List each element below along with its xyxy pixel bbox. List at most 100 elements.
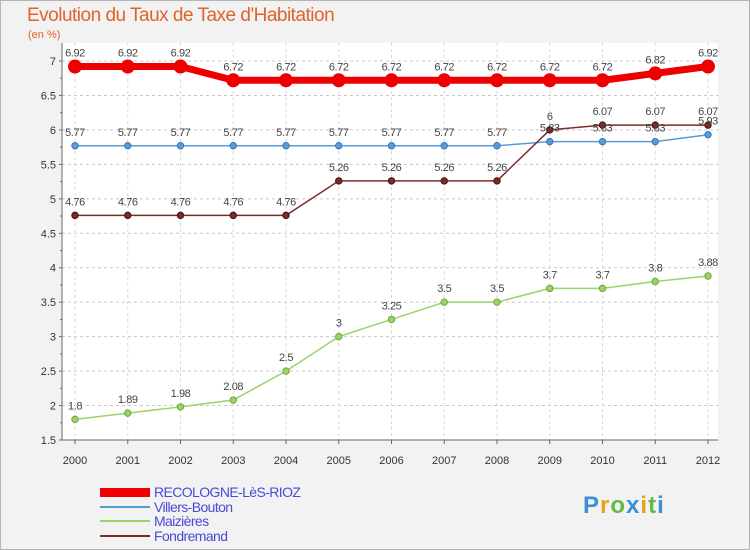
data-point [282,142,290,150]
data-point [493,298,501,306]
y-tick-label: 5.5 [41,159,56,171]
data-label: 1.98 [171,388,191,400]
data-point [542,73,557,88]
data-point [71,415,79,424]
data-point [176,403,185,411]
data-point [229,142,237,150]
x-tick-label: 2005 [327,455,351,467]
data-point [176,142,185,150]
data-point [598,284,607,293]
proxiti-logo: Proxiti [583,492,665,519]
data-label: 6.92 [171,48,191,60]
x-tick-label: 2008 [485,455,509,467]
data-label: 6.72 [382,61,402,73]
data-label: 6.07 [645,106,665,118]
data-label: 6.07 [593,106,613,118]
data-label: 6.72 [540,61,560,73]
data-point [331,73,346,88]
data-label: 1.8 [68,400,82,412]
data-label: 5.77 [65,127,85,139]
y-tick-label: 2 [50,401,56,413]
data-label: 5.26 [487,162,507,174]
data-point [176,211,185,220]
data-label: 5.93 [698,116,718,128]
data-point [335,177,343,185]
y-tick-label: 4.5 [41,228,56,240]
x-tick-label: 2010 [590,455,614,467]
data-label: 5.77 [223,127,243,139]
data-label: 6.07 [698,106,718,118]
chart-title: Evolution du Taux de Taxe d'Habitation [27,5,335,26]
data-label: 4.76 [223,196,243,208]
data-label: 6.72 [276,61,296,73]
y-tick-label: 6 [50,125,56,137]
data-label: 5.77 [118,127,138,139]
y-tick-label: 1.5 [41,435,56,447]
data-point [598,121,607,129]
legend-item: Villers-Bouton [100,499,300,515]
x-tick-label: 2003 [221,455,245,467]
data-point [440,298,448,306]
data-point [651,277,659,286]
data-label: 6.72 [434,61,454,73]
data-label: 3 [336,318,342,330]
legend-label: Fondremand [154,527,228,544]
data-point [437,73,452,88]
data-label: 6.82 [645,54,665,66]
legend-swatch [100,505,150,508]
data-point [493,142,501,150]
data-label: 6.92 [118,48,138,60]
y-tick-label: 2.5 [41,366,56,378]
data-label: 6.92 [698,48,718,60]
data-point [124,142,132,150]
data-point [335,142,343,150]
data-point [490,73,504,88]
data-point [598,137,607,146]
data-label: 6.72 [223,61,243,73]
data-label: 4.76 [65,196,85,208]
data-point [704,121,712,129]
data-label: 2.08 [223,381,243,393]
data-label: 6 [547,111,553,123]
x-tick-label: 2011 [643,455,667,467]
y-tick-label: 3 [50,332,56,344]
data-point [173,59,188,74]
data-label: 1.89 [118,394,138,406]
y-tick-label: 3.5 [41,297,56,309]
data-point [282,211,290,220]
x-tick-label: 2001 [116,455,140,467]
data-label: 4.76 [118,196,138,208]
data-label: 5.26 [434,162,454,174]
data-point [229,211,237,220]
x-tick-label: 2004 [274,455,298,467]
legend-item: Fondremand [100,527,300,544]
data-point [124,409,132,417]
data-label: 5.26 [382,162,402,174]
data-point [387,142,396,150]
data-label: 5.26 [329,162,349,174]
data-point [701,59,715,74]
data-label: 5.83 [593,123,613,135]
legend-label: Maizières [154,513,209,530]
data-label: 3.7 [543,269,557,281]
legend-swatch [100,534,150,537]
data-label: 4.76 [171,196,191,208]
data-point [704,131,712,139]
data-point [282,367,290,375]
data-label: 3.25 [382,300,402,312]
x-tick-label: 2000 [63,455,87,467]
data-label: 3.5 [437,283,451,295]
data-point [387,177,396,185]
data-point [226,73,241,88]
plot-area [62,43,718,440]
legend-item: RECOLOGNE-LèS-RIOZ [100,484,301,501]
legend-item: Maizières [100,513,300,530]
data-point [279,73,293,88]
data-label: 5.77 [276,127,296,139]
data-label: 5.83 [540,123,560,135]
legend-swatch [100,520,150,523]
data-label: 3.8 [648,263,662,275]
y-tick-label: 5 [50,194,56,206]
data-point [651,121,659,129]
legend-label: RECOLOGNE-LèS-RIOZ [154,484,301,501]
